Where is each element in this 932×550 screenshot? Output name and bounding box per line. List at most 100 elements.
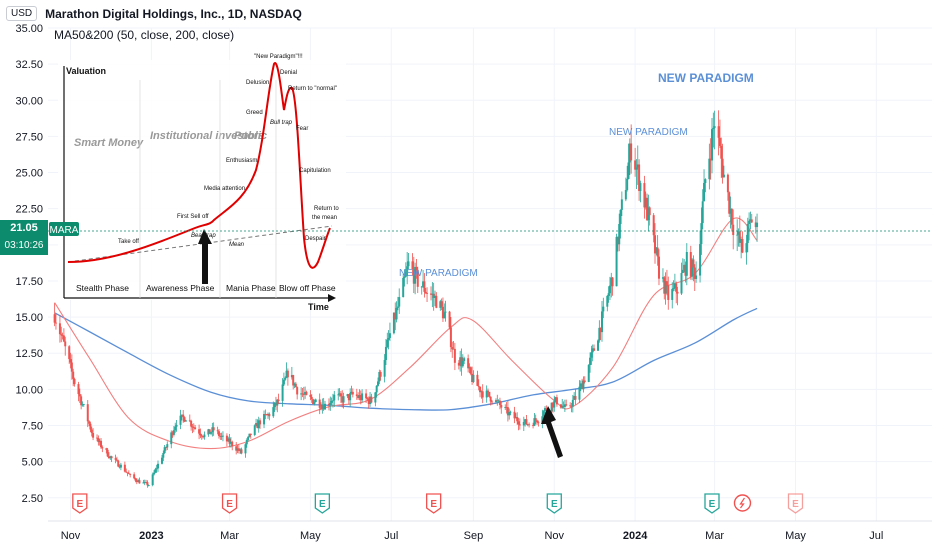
candle-body — [351, 391, 354, 395]
candle-body — [207, 429, 210, 435]
inset-x-arrowhead — [328, 294, 336, 302]
candle-body — [485, 390, 488, 398]
candle-body — [536, 420, 539, 423]
candle-body — [323, 403, 326, 410]
candle-body — [526, 424, 529, 426]
x-tick-label: Mar — [220, 530, 239, 542]
candle-body — [321, 405, 324, 408]
candle-body — [378, 372, 381, 382]
candle-body — [498, 400, 501, 406]
candle-body — [127, 473, 130, 475]
x-tick-label: May — [785, 530, 806, 542]
earnings-marker-label: E — [76, 499, 83, 510]
candle-body — [153, 472, 156, 475]
currency-badge[interactable]: USD — [6, 6, 38, 21]
x-tick-label: Jul — [384, 530, 398, 542]
candle-body — [406, 266, 409, 272]
candle-body — [412, 269, 415, 284]
candle-body — [745, 243, 748, 253]
candle-body — [599, 327, 602, 333]
candle-body — [639, 183, 642, 192]
indicator-legend[interactable]: MA50&200 (50, close, 200, close) — [54, 28, 235, 42]
candle-body — [109, 456, 112, 458]
candle-body — [505, 407, 508, 408]
candle-body — [664, 281, 667, 294]
candle-body — [164, 447, 167, 448]
candle-body — [460, 357, 463, 367]
candle-body — [461, 360, 464, 367]
candle-body — [481, 391, 484, 398]
candle-body — [110, 456, 113, 459]
candle-body — [163, 447, 166, 453]
y-tick-label: 17.50 — [15, 276, 43, 288]
x-tick-label: 2023 — [139, 530, 163, 542]
candle-body — [366, 398, 369, 400]
candle-body — [691, 259, 694, 277]
last-price-value: 21.05 — [10, 222, 38, 234]
candle-body — [532, 425, 535, 426]
candle-body — [240, 449, 243, 454]
candle-body — [313, 402, 316, 404]
candle-body — [294, 383, 297, 388]
inset-stage-label: First Sell off — [177, 214, 209, 220]
candle-body — [420, 286, 423, 288]
candle-body — [236, 448, 239, 451]
candle-body — [309, 394, 312, 397]
candle-body — [620, 199, 623, 210]
candle-body — [593, 348, 596, 351]
y-tick-label: 12.50 — [15, 348, 43, 360]
x-tick-label: May — [300, 530, 321, 542]
candle-body — [377, 381, 380, 386]
candle-body — [448, 311, 451, 328]
candle-body — [358, 395, 361, 399]
candle-body — [268, 413, 271, 417]
candle-body — [282, 379, 285, 385]
earnings-marker-icon — [787, 493, 804, 514]
candle-body — [342, 396, 345, 403]
candle-body — [190, 420, 193, 427]
candle-body — [708, 158, 711, 180]
candle-body — [463, 358, 466, 361]
market-cycle-inset: Valuation Time Smart Money Institutional… — [58, 54, 346, 312]
countdown-value: 03:10:26 — [5, 240, 44, 251]
inset-ylabel: Valuation — [66, 66, 106, 76]
earnings-marker-label: E — [430, 499, 437, 510]
candle-body — [253, 425, 256, 435]
candle-body — [217, 431, 220, 436]
candle-body — [433, 295, 436, 298]
candle-body — [513, 411, 516, 419]
candle-body — [154, 469, 157, 473]
earnings-marker-icon — [314, 493, 330, 514]
candle-body — [318, 399, 321, 408]
candle-body — [98, 440, 101, 443]
candle-body — [736, 234, 739, 236]
inset-stage-label: Delusion — [246, 80, 269, 86]
candle-body — [749, 219, 752, 221]
bottom-arrow-icon — [541, 406, 563, 458]
candle-body — [171, 432, 174, 435]
annotation-new-paradigm-2: NEW PARADIGM — [609, 127, 688, 138]
candle-body — [441, 306, 444, 319]
candle-body — [203, 434, 206, 438]
candle-body — [143, 482, 146, 483]
chart-title: Marathon Digital Holdings, Inc., 1D, NAS… — [45, 6, 302, 21]
earnings-marker-label: E — [792, 499, 799, 510]
candle-body — [267, 413, 270, 416]
candle-body — [312, 399, 315, 404]
candle-body — [202, 436, 205, 438]
candle-body — [88, 421, 91, 424]
inset-stage-label: Capitulation — [299, 168, 331, 174]
candle-body — [398, 297, 401, 307]
candle-body — [194, 427, 197, 430]
candle-body — [53, 314, 56, 323]
candle-body — [199, 433, 202, 436]
candle-body — [494, 400, 497, 403]
candle-body — [146, 482, 149, 486]
candle-body — [713, 126, 716, 128]
candle-body — [208, 429, 211, 434]
candle-body — [607, 293, 610, 296]
earnings-marker-label: E — [551, 499, 558, 510]
candle-body — [145, 482, 148, 483]
candle-body — [407, 261, 410, 267]
